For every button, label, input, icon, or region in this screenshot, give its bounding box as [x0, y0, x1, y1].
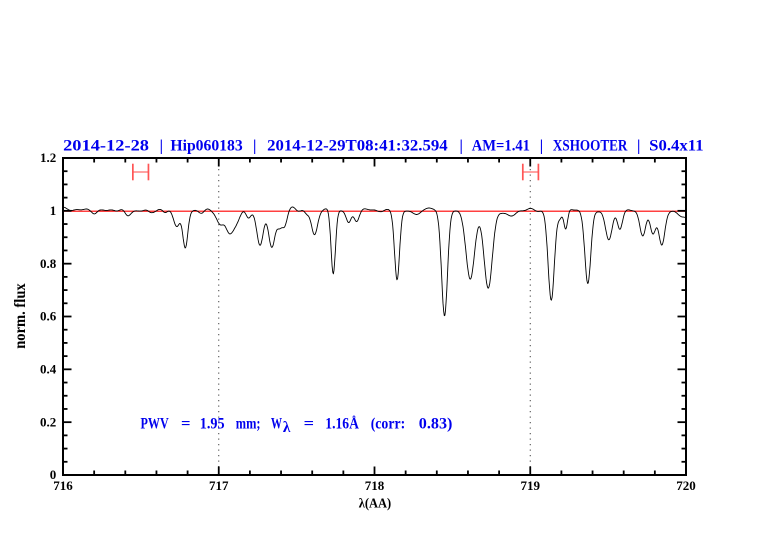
svg-text:719: 719 — [520, 478, 540, 493]
svg-text:0.2: 0.2 — [40, 414, 56, 429]
svg-text:Hip060183: Hip060183 — [170, 137, 243, 154]
svg-text:717: 717 — [209, 478, 229, 493]
svg-text:=: = — [181, 415, 191, 432]
svg-text:=: = — [304, 415, 314, 432]
svg-text:0.83): 0.83) — [419, 415, 453, 432]
svg-text:|: | — [637, 137, 640, 154]
svg-text:0: 0 — [50, 467, 57, 482]
svg-text:1: 1 — [50, 203, 57, 218]
svg-text:|: | — [253, 137, 256, 154]
svg-text:718: 718 — [365, 478, 385, 493]
svg-text:PWV: PWV — [141, 415, 169, 432]
svg-text:1.95: 1.95 — [200, 415, 225, 432]
svg-text:λ(AA): λ(AA) — [359, 496, 392, 511]
svg-text:0.8: 0.8 — [40, 256, 57, 271]
svg-text:|: | — [160, 137, 163, 154]
svg-text:λ: λ — [283, 419, 291, 436]
svg-text:XSHOOTER: XSHOOTER — [553, 137, 628, 154]
svg-text:AM=1.41: AM=1.41 — [472, 137, 530, 154]
svg-text:716: 716 — [53, 478, 73, 493]
svg-text:0.4: 0.4 — [40, 362, 57, 377]
svg-text:norm. flux: norm. flux — [12, 283, 29, 349]
svg-text:S0.4x11: S0.4x11 — [649, 137, 703, 154]
svg-text:|: | — [460, 137, 463, 154]
svg-text:mm;: mm; — [236, 415, 261, 432]
svg-text:2014-12-28: 2014-12-28 — [63, 137, 149, 154]
svg-text:720: 720 — [676, 478, 696, 493]
svg-text:2014-12-29T08:41:32.594: 2014-12-29T08:41:32.594 — [267, 137, 448, 154]
svg-text:1.16Å: 1.16Å — [325, 415, 359, 432]
svg-text:W: W — [271, 415, 283, 432]
svg-text:(corr:: (corr: — [371, 415, 406, 432]
svg-text:0.6: 0.6 — [40, 309, 57, 324]
svg-text:1.2: 1.2 — [40, 150, 56, 165]
svg-text:|: | — [540, 137, 543, 154]
